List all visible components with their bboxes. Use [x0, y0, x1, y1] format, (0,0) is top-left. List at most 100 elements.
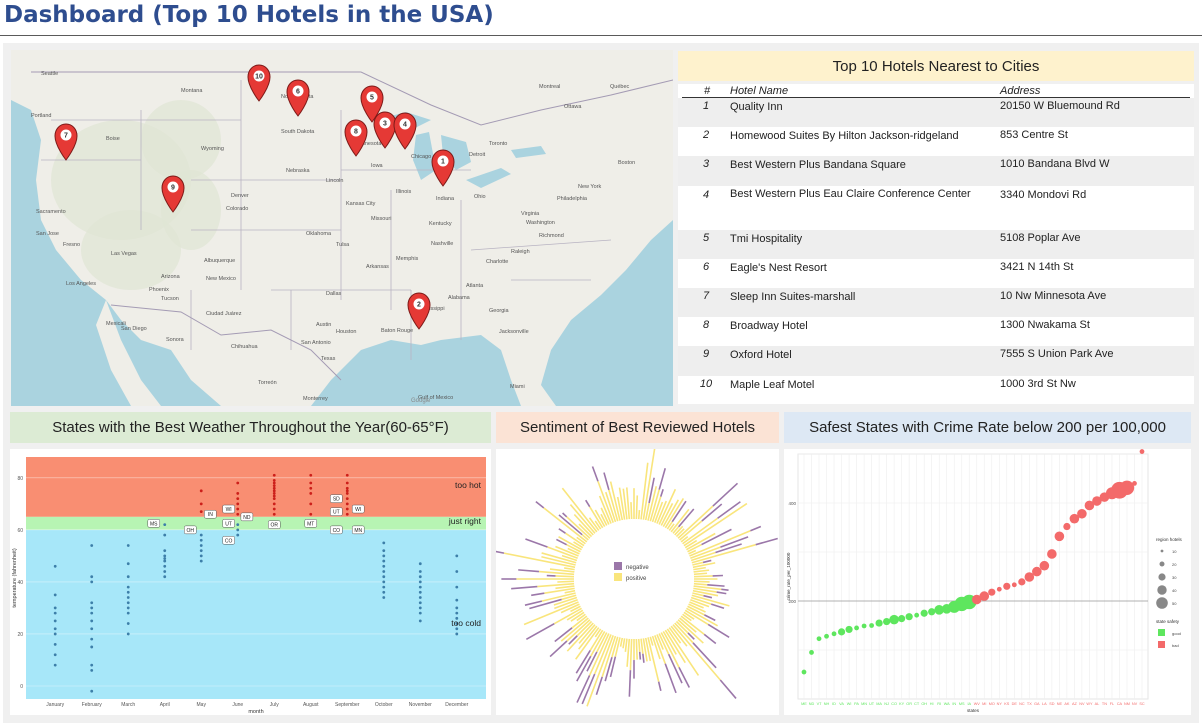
- positive-bar: [590, 630, 606, 657]
- positive-bar: [573, 513, 594, 536]
- mexico-border: [110, 304, 342, 381]
- positive-bar: [693, 566, 706, 571]
- data-point: [824, 633, 829, 639]
- state-label: MN: [354, 528, 362, 534]
- positive-bar: [589, 629, 604, 651]
- positive-bar: [624, 638, 628, 652]
- map-pin-8[interactable]: 8: [344, 119, 368, 157]
- negative-bar: [603, 472, 610, 491]
- positive-bar: [588, 633, 610, 676]
- negative-bar: [604, 657, 613, 682]
- x-tick-label: August: [303, 702, 319, 708]
- data-point: [163, 557, 167, 560]
- size-legend-dot: [1157, 585, 1167, 595]
- positive-bar: [593, 634, 612, 675]
- map-place-label: Arizona: [161, 274, 181, 280]
- map-pin-2[interactable]: 2: [407, 292, 431, 330]
- data-point: [382, 590, 386, 594]
- negative-bar: [704, 614, 716, 622]
- map-place-label: Illinois: [396, 189, 412, 195]
- positive-bar: [594, 509, 606, 528]
- negative-bar: [485, 548, 505, 554]
- negative-bar: [568, 635, 578, 645]
- y-tick-label: 80: [17, 476, 23, 482]
- x-tick-label: MO: [989, 702, 995, 706]
- positive-bar: [560, 603, 580, 614]
- size-legend-label: 10: [1172, 549, 1177, 554]
- state-label-box: [222, 519, 235, 528]
- data-point: [382, 575, 386, 579]
- map-canvas[interactable]: SeattlePortlandBoiseMontanaNorth DakotaS…: [11, 50, 673, 406]
- positive-bar: [569, 504, 596, 534]
- y-tick-label: 20: [17, 632, 23, 638]
- row-index: 1: [702, 100, 710, 112]
- row-address: 1300 Nwakama St: [1000, 319, 1090, 331]
- negative-bar: [667, 653, 683, 684]
- negative-bar: [576, 675, 591, 703]
- positive-bar: [605, 491, 617, 523]
- data-point: [345, 492, 349, 495]
- row-address: 5108 Poplar Ave: [1000, 232, 1081, 244]
- positive-bar: [640, 462, 649, 520]
- data-point: [236, 512, 240, 516]
- map-pin-6[interactable]: 6: [286, 79, 310, 117]
- data-point: [199, 489, 203, 493]
- negative-bar: [535, 501, 545, 509]
- map-place-label: New Mexico: [206, 276, 236, 282]
- map-place-label: Ohio: [474, 194, 486, 200]
- map-pin-label: 6: [296, 89, 300, 96]
- x-tick-label: September: [335, 702, 360, 708]
- x-tick-label: WA: [944, 702, 950, 706]
- data-point: [272, 479, 276, 482]
- data-point: [875, 619, 883, 627]
- map-pin-10[interactable]: 10: [247, 64, 271, 102]
- data-point: [199, 544, 203, 547]
- map-pin-4[interactable]: 4: [393, 112, 417, 150]
- data-point: [309, 481, 313, 485]
- negative-bar: [585, 499, 591, 508]
- state-label: UT: [333, 510, 340, 516]
- hotel-map[interactable]: SeattlePortlandBoiseMontanaNorth DakotaS…: [11, 50, 673, 406]
- state-label-box: [304, 519, 318, 528]
- positive-bar: [690, 599, 710, 608]
- map-pin-5[interactable]: 5: [360, 85, 384, 123]
- x-axis-label: month: [248, 709, 263, 715]
- positive-bar: [677, 619, 704, 644]
- x-tick-label: NE: [1057, 702, 1063, 706]
- data-point: [455, 616, 459, 620]
- map-pin-1[interactable]: 1: [431, 149, 455, 187]
- negative-bar: [716, 591, 727, 595]
- data-point: [126, 590, 130, 594]
- positive-bar: [691, 594, 730, 607]
- map-place-label: Chihuahua: [231, 344, 259, 350]
- data-point: [90, 544, 94, 547]
- positive-bar: [649, 636, 654, 646]
- data-point: [979, 591, 990, 601]
- map-place-label: Minnesota: [356, 141, 382, 147]
- band-0: [26, 457, 486, 517]
- data-point: [1063, 522, 1071, 531]
- color-legend-label: bad: [1172, 643, 1179, 648]
- positive-bar: [664, 629, 686, 664]
- positive-bar: [685, 607, 719, 627]
- x-tick-label: AK: [1064, 702, 1070, 706]
- data-point: [126, 544, 130, 547]
- map-pin-7[interactable]: 7: [54, 123, 78, 161]
- positive-bar: [672, 526, 680, 534]
- map-pin-9[interactable]: 9: [161, 175, 185, 213]
- negative-bar: [664, 663, 677, 694]
- x-tick-label: TX: [1027, 702, 1032, 706]
- positive-bar: [635, 495, 639, 520]
- negative-bar: [648, 477, 655, 504]
- x-tick-label: ID: [832, 702, 836, 706]
- positive-bar: [692, 592, 704, 597]
- map-pin-3[interactable]: 3: [373, 111, 397, 149]
- x-tick-label: WV: [974, 702, 981, 706]
- state-label: OH: [187, 528, 195, 534]
- positive-bar: [689, 530, 751, 557]
- positive-bar: [570, 611, 585, 622]
- positive-bar: [575, 627, 600, 660]
- x-tick-label: AZ: [1072, 702, 1078, 706]
- data-point: [236, 492, 240, 495]
- data-point: [163, 523, 167, 527]
